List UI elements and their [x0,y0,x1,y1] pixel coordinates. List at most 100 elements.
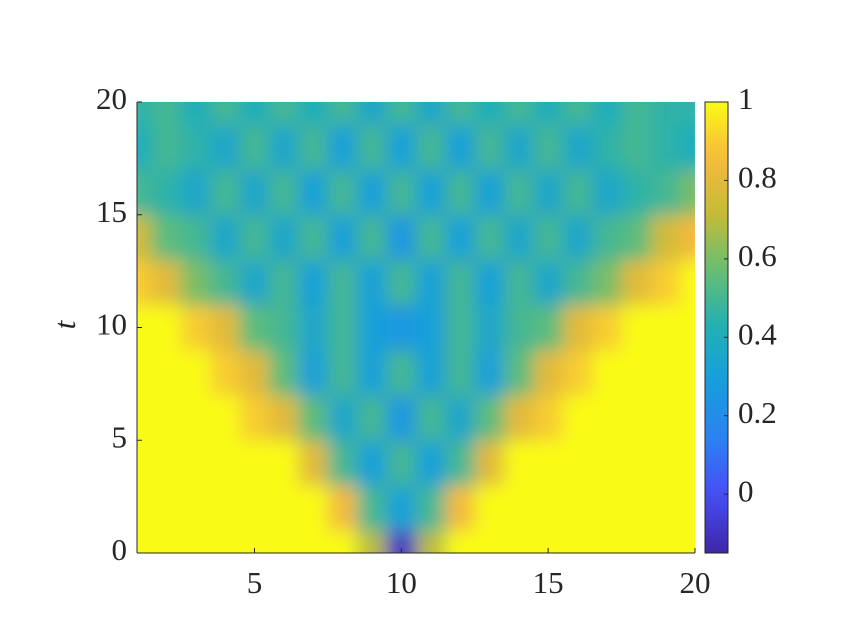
heatmap-cell [445,259,476,306]
heatmap-cell [621,102,652,126]
heatmap-cell [680,440,695,486]
heatmap-cell [474,304,505,351]
heatmap-cell [562,485,593,531]
heatmap-cell [269,169,300,216]
heatmap-cell [533,102,564,126]
heatmap-cells [137,102,695,553]
heatmap-cell [210,395,241,441]
heatmap-cell [533,304,564,351]
heatmap-cell [210,304,241,351]
y-axis-label: t [47,319,82,329]
heatmap-cell [562,169,593,216]
heatmap-cell [621,395,652,441]
heatmap-cell [181,440,211,486]
heatmap-cell [474,350,505,396]
heatmap-cell [680,395,695,441]
heatmap-cell [592,102,623,126]
heatmap-cell [357,440,388,486]
heatmap-cell [181,350,211,396]
y-tick-label: 20 [96,81,127,116]
heatmap-cell [357,304,388,351]
heatmap-cell [210,440,241,486]
heatmap-cell [621,124,652,171]
y-tick-label: 15 [96,194,127,229]
colorbar-tick-label: 0.8 [738,160,777,195]
heatmap-cell [137,259,153,306]
heatmap-cell [327,304,358,351]
heatmap-cell [357,169,388,216]
heatmap-cell [533,485,564,531]
heatmap-cell [269,214,300,261]
heatmap-cell [445,350,476,396]
heatmap-cell [621,350,652,396]
heatmap-cell [151,440,182,486]
heatmap-cell [533,214,564,261]
heatmap-cell [386,259,417,306]
heatmap-cell [181,485,211,531]
heatmap-cell [269,124,300,171]
x-tick-label: 20 [680,565,711,600]
heatmap-cell [474,124,505,171]
heatmap-cell [239,485,270,531]
colorbar-tick-label: 0 [738,473,754,508]
heatmap-cell [239,169,270,216]
heatmap-cell [650,102,681,126]
heatmap-cell [504,124,534,171]
heatmap-cell [327,350,358,396]
heatmap-cell [298,395,329,441]
heatmap-cell [416,485,446,531]
heatmap-cell [680,102,695,126]
heatmap-cell [386,102,417,126]
heatmap-cell [210,485,241,531]
heatmap-cell [474,169,505,216]
heatmap-cell [504,102,534,126]
heatmap-cell [650,214,681,261]
heatmap-cell [137,485,153,531]
heatmap-cell [386,485,417,531]
heatmap-cell [474,395,505,441]
heatmap-cell [504,485,534,531]
heatmap-cell [416,350,446,396]
heatmap-cell [680,530,695,553]
heatmap-cell [151,485,182,531]
heatmap-cell [327,102,358,126]
heatmap-cell [386,395,417,441]
colorbar [704,101,729,554]
heatmap-cell [416,124,446,171]
heatmap-cell [298,440,329,486]
heatmap-cell [239,102,270,126]
heatmap-cell [269,530,300,553]
heatmap-cell [181,214,211,261]
heatmap-cell [445,485,476,531]
heatmap-cell [504,350,534,396]
heatmap-cell [269,102,300,126]
heatmap-cell [621,530,652,553]
heatmap-cell [592,395,623,441]
heatmap-cell [298,259,329,306]
heatmap-cell [504,214,534,261]
heatmap-cell [621,214,652,261]
heatmap-cell [533,169,564,216]
heatmap-cell [592,485,623,531]
heatmap-cell [357,485,388,531]
heatmap-cell [327,124,358,171]
heatmap-cell [445,102,476,126]
heatmap-cell [650,395,681,441]
heatmap-cell [650,304,681,351]
heatmap-cell [357,395,388,441]
heatmap-cell [621,304,652,351]
heatmap-cell [474,214,505,261]
heatmap-cell [298,169,329,216]
heatmap-cell [592,214,623,261]
heatmap-cell [137,214,153,261]
heatmap-cell [327,530,358,553]
heatmap-cell [562,350,593,396]
heatmap-cell [416,102,446,126]
heatmap-cell [650,530,681,553]
y-tick-label: 10 [96,307,127,342]
heatmap-cell [650,485,681,531]
heatmap-cell [181,259,211,306]
heatmap-cell [680,124,695,171]
heatmap-cell [650,440,681,486]
heatmap-cell [151,259,182,306]
